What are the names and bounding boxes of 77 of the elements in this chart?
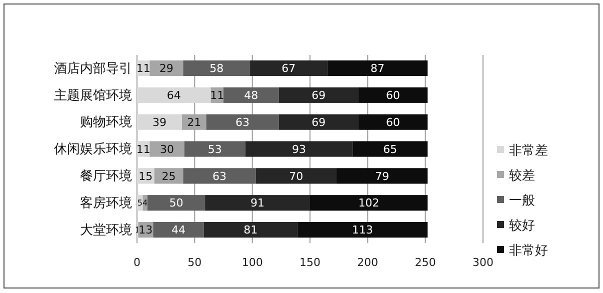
x-tick-label: 150: [300, 256, 320, 269]
y-tick-label: 休闲娱乐环境: [54, 141, 132, 158]
data-label: 5: [137, 198, 142, 208]
legend-label: 非常好: [509, 244, 548, 259]
bar: [147, 195, 206, 211]
y-tick-label: 客房环境: [80, 195, 132, 212]
data-label: 4: [142, 198, 148, 208]
data-label: 48: [244, 88, 258, 102]
data-label: 60: [386, 88, 400, 102]
bar: [250, 60, 328, 76]
bar: [245, 141, 353, 157]
bar: [336, 168, 428, 184]
data-label: 91: [250, 196, 265, 210]
data-label: 102: [358, 196, 380, 210]
bar: [278, 87, 358, 103]
data-label: 58: [210, 62, 224, 76]
data-label: 39: [152, 116, 166, 129]
x-tick-label: 300: [472, 256, 494, 269]
data-label: 63: [212, 170, 226, 183]
bar: [327, 60, 428, 76]
data-label: 64: [166, 88, 181, 102]
data-label: 25: [162, 170, 176, 183]
bar: [205, 195, 310, 211]
data-label: 63: [236, 116, 250, 129]
data-label: 21: [187, 116, 202, 129]
x-tick-label: 200: [357, 256, 378, 269]
x-tick-label: 250: [414, 256, 436, 269]
data-label: 50: [169, 196, 184, 210]
y-tick-label: 餐厅环境: [80, 168, 132, 184]
bar: [137, 114, 182, 130]
data-label: 53: [208, 142, 222, 156]
bar: [153, 222, 204, 238]
bar: [358, 87, 428, 103]
data-label: 11: [136, 62, 150, 76]
data-label: 15: [138, 170, 153, 183]
data-label: 69: [312, 88, 326, 102]
bar: [150, 141, 184, 157]
bar: [137, 87, 211, 103]
data-label: 65: [383, 142, 398, 156]
legend-label: 较好: [509, 218, 535, 234]
legend-label: 非常差: [509, 144, 548, 159]
bar: [183, 60, 250, 76]
data-label: 87: [370, 62, 384, 76]
y-tick-label: 购物环境: [80, 114, 132, 130]
data-label: 29: [159, 62, 174, 76]
data-label: 30: [160, 142, 174, 156]
data-label: 11: [210, 88, 224, 102]
y-tick-label: 主题展馆环境: [54, 87, 132, 104]
data-label: 93: [292, 142, 306, 156]
y-tick-label: 大堂环境: [80, 222, 132, 238]
bar: [278, 114, 358, 130]
data-label: 11: [136, 142, 150, 156]
bar: [352, 141, 428, 157]
bar: [358, 114, 428, 130]
data-label: 67: [282, 62, 296, 76]
bar: [204, 222, 298, 238]
bar: [206, 114, 279, 130]
data-label: 69: [312, 116, 326, 129]
data-label: 79: [375, 170, 390, 183]
x-tick-label: 100: [242, 256, 263, 269]
bar: [184, 141, 246, 157]
bar: [256, 168, 337, 184]
bar: [183, 168, 256, 184]
x-tick-label: 50: [188, 256, 202, 269]
x-tick-label: 0: [134, 256, 140, 269]
data-label: 13: [138, 224, 153, 237]
data-label: 113: [352, 224, 373, 237]
legend-label: 较差: [509, 168, 535, 184]
bar: [310, 195, 428, 211]
data-label: 60: [386, 116, 400, 129]
data-label: 81: [244, 224, 258, 237]
bar: [297, 222, 428, 238]
legend-label: 一般: [509, 194, 535, 209]
bar: [224, 87, 279, 103]
y-tick-label: 酒店内部导引: [54, 60, 132, 76]
data-label: 70: [289, 170, 304, 183]
data-label: 44: [172, 224, 186, 237]
